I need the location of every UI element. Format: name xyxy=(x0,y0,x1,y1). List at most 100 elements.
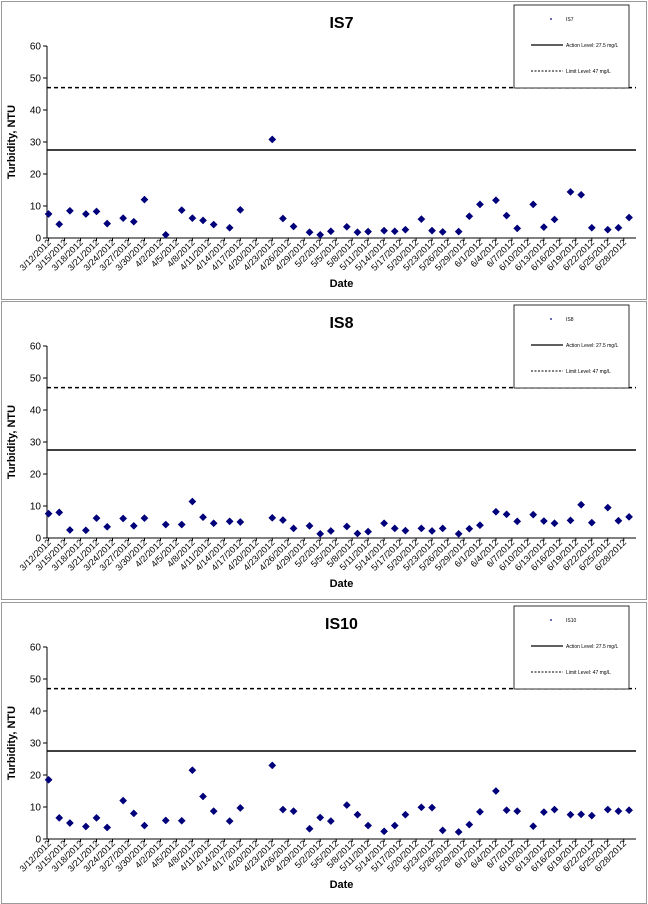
legend-entry-action: Action Level: 27.5 mg/L xyxy=(566,43,618,49)
x-axis-label: Date xyxy=(330,879,354,891)
data-point xyxy=(140,821,149,830)
y-tick-label: 60 xyxy=(30,42,42,53)
data-point xyxy=(438,227,447,236)
data-point xyxy=(603,225,612,234)
data-point xyxy=(278,214,287,223)
data-point xyxy=(161,816,170,825)
data-point xyxy=(380,827,389,836)
chart-panel-is8: IS8 Turbidity, NTU 0 10 20 30 40 50 60 3/12/2012 3… xyxy=(1,301,647,600)
chart-title: IS10 xyxy=(325,616,358,633)
data-point xyxy=(401,526,410,535)
data-point xyxy=(577,190,586,199)
y-tick-label: 0 xyxy=(35,534,41,545)
x-axis-label: Date xyxy=(330,578,354,590)
data-point xyxy=(454,529,463,538)
y-tick-label: 10 xyxy=(30,502,42,513)
data-point xyxy=(289,222,298,231)
y-tick-label: 60 xyxy=(30,643,42,654)
legend-marker-swatch xyxy=(550,18,552,20)
legend-box xyxy=(513,304,630,389)
data-point xyxy=(268,761,277,770)
data-point xyxy=(278,516,287,525)
data-point xyxy=(465,524,474,533)
data-point xyxy=(364,821,373,830)
data-point xyxy=(513,517,522,526)
data-point xyxy=(550,215,559,224)
data-point xyxy=(502,806,511,815)
data-point xyxy=(465,212,474,221)
data-point xyxy=(539,517,548,525)
y-tick-label: 20 xyxy=(30,771,42,782)
data-point xyxy=(428,226,436,235)
data-point xyxy=(55,220,64,229)
data-point xyxy=(390,524,399,533)
data-point xyxy=(316,230,325,239)
data-point xyxy=(566,810,575,819)
data-point xyxy=(65,206,74,215)
data-point xyxy=(278,805,287,814)
data-point xyxy=(268,135,277,144)
data-point xyxy=(625,806,634,815)
data-point xyxy=(44,775,53,784)
y-axis-label: Turbidity, NTU xyxy=(6,405,18,479)
data-point xyxy=(401,810,410,819)
data-point xyxy=(577,500,586,509)
data-point xyxy=(188,497,197,506)
data-point xyxy=(236,804,245,812)
data-point xyxy=(316,813,325,822)
y-tick-label: 40 xyxy=(30,106,42,117)
data-point xyxy=(236,518,245,526)
y-tick-label: 50 xyxy=(30,74,42,85)
legend-marker-swatch xyxy=(550,318,552,320)
data-point xyxy=(177,520,186,529)
data-point xyxy=(529,200,538,209)
data-point xyxy=(566,187,575,196)
y-tick-label: 40 xyxy=(30,707,42,718)
data-point xyxy=(103,823,112,832)
y-tick-label: 40 xyxy=(30,406,42,417)
data-point xyxy=(305,228,314,237)
data-point xyxy=(161,520,170,529)
data-point xyxy=(603,503,612,512)
data-point xyxy=(491,196,500,205)
data-point xyxy=(529,510,538,519)
data-point xyxy=(550,519,559,528)
data-point xyxy=(119,214,128,223)
data-point xyxy=(603,805,612,814)
data-point xyxy=(587,811,596,820)
data-point xyxy=(177,816,186,825)
legend-entry-series: IS8 xyxy=(566,317,574,323)
data-point xyxy=(454,227,463,236)
data-point xyxy=(55,813,64,822)
data-point xyxy=(454,828,463,836)
data-point xyxy=(587,518,596,527)
legend-box xyxy=(513,605,630,690)
y-tick-label: 0 xyxy=(35,835,41,846)
data-point xyxy=(417,215,426,224)
legend-entry-action: Action Level: 27.5 mg/L xyxy=(566,343,618,349)
data-point xyxy=(380,226,389,235)
y-tick-label: 0 xyxy=(35,234,41,245)
data-point xyxy=(539,223,548,232)
data-point xyxy=(65,526,74,534)
data-point xyxy=(390,821,399,830)
y-tick-label: 20 xyxy=(30,470,42,481)
data-point xyxy=(326,817,335,826)
legend-entry-limit: Limit Level: 47 mg/L xyxy=(566,69,611,75)
chart-title: IS8 xyxy=(329,315,353,332)
data-point xyxy=(81,210,90,218)
data-point xyxy=(491,507,500,516)
data-point xyxy=(305,521,314,530)
data-point xyxy=(316,529,325,538)
data-point xyxy=(625,512,634,521)
data-point xyxy=(614,807,623,816)
legend: IS8 Action Level: 27.5 mg/L Limit Level: 4… xyxy=(513,304,630,389)
chart-panel-is10: IS10 Turbidity, NTU 0 10 20 30 40 50 60 3/12/2012… xyxy=(1,602,647,904)
data-point xyxy=(401,225,410,234)
data-point xyxy=(236,205,245,214)
data-point xyxy=(428,527,436,535)
y-tick-label: 20 xyxy=(30,170,42,181)
x-axis-label: Date xyxy=(330,278,354,290)
